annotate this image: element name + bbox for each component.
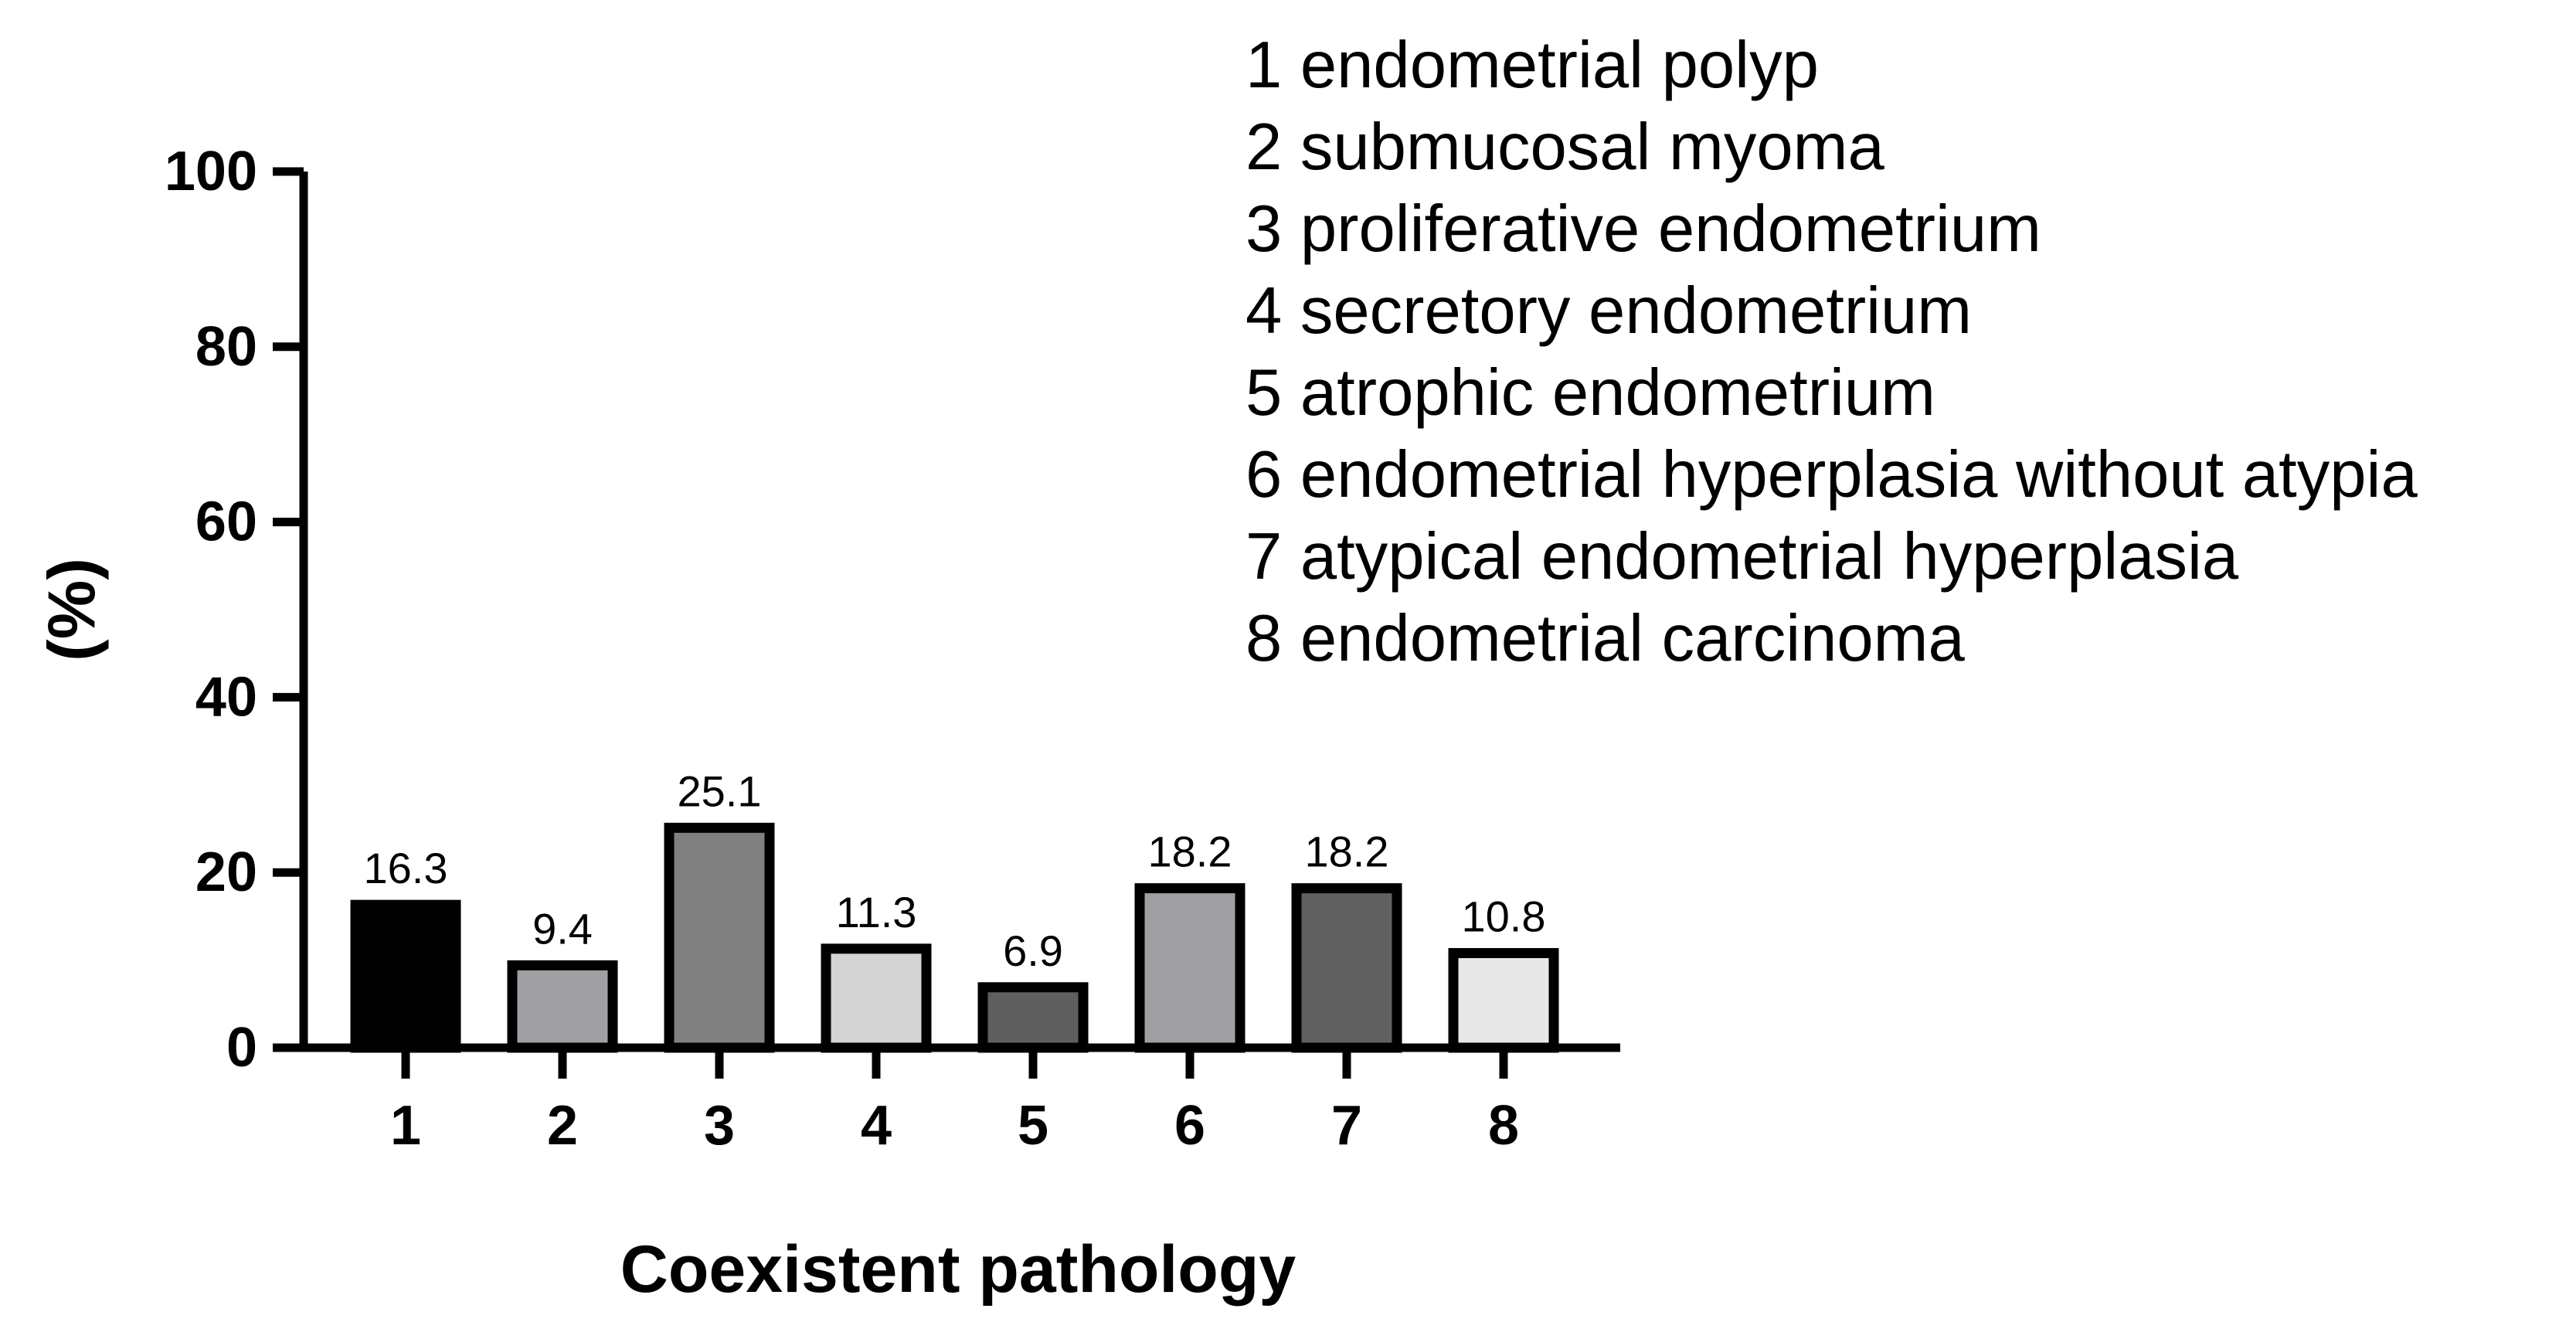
legend-entry: 3 proliferative endometrium [1246,192,2041,266]
x-axis-title: Coexistent pathology [620,1232,1296,1307]
bar [1134,883,1246,1053]
bar [1448,948,1559,1053]
x-tick-label: 8 [1488,1095,1519,1157]
y-tick-label: 100 [165,141,257,202]
x-tick-label: 6 [1174,1095,1205,1157]
y-tick-label: 0 [226,1017,257,1079]
legend-entry: 5 atrophic endometrium [1246,356,1935,430]
y-tick-label: 20 [195,841,257,903]
legend-entry: 1 endometrial polyp [1246,29,1819,102]
data-labels: 16.3 9.4 25.1 11.3 6.9 18.2 18.2 10.8 [364,766,1546,974]
legend-entry: 2 submucosal myoma [1246,110,1884,184]
bar [507,960,618,1053]
x-tick-label: 1 [390,1095,421,1157]
x-tick-label: 4 [861,1095,892,1157]
x-tick-label: 2 [547,1095,578,1157]
data-label: 18.2 [1148,828,1232,876]
y-axis-title: (%) [36,558,110,661]
axes-layer [299,172,1620,1052]
data-label: 10.8 [1462,892,1546,941]
legend-entry: 4 secretory endometrium [1246,274,1972,348]
y-tick-label: 60 [195,491,257,553]
x-tick-label: 3 [704,1095,735,1157]
data-label: 16.3 [364,844,448,892]
data-label: 18.2 [1305,828,1389,876]
data-label: 25.1 [678,766,762,815]
legend-entry: 6 endometrial hyperplasia without atypia [1246,438,2418,511]
bar [350,899,461,1053]
legend-entry: 8 endometrial carcinoma [1246,602,1965,675]
y-tick-label: 80 [195,316,257,378]
x-ticks: 1 2 3 4 5 6 7 8 [390,1048,1519,1157]
legend-entry: 7 atypical endometrial hyperplasia [1246,520,2239,593]
legend: 1 endometrial polyp 2 submucosal myoma 3 p… [1246,29,2418,675]
data-label: 9.4 [532,904,593,953]
y-tick-label: 40 [195,666,257,728]
data-label: 11.3 [836,888,917,936]
x-tick-label: 5 [1018,1095,1048,1157]
bar [664,822,775,1053]
data-label: 6.9 [1003,926,1063,975]
y-ticks: 0 20 40 60 80 100 [165,141,304,1079]
bar [977,982,1089,1053]
bar [1291,883,1402,1053]
x-tick-label: 7 [1331,1095,1362,1157]
bar [821,943,932,1053]
bars-layer [350,822,1559,1053]
